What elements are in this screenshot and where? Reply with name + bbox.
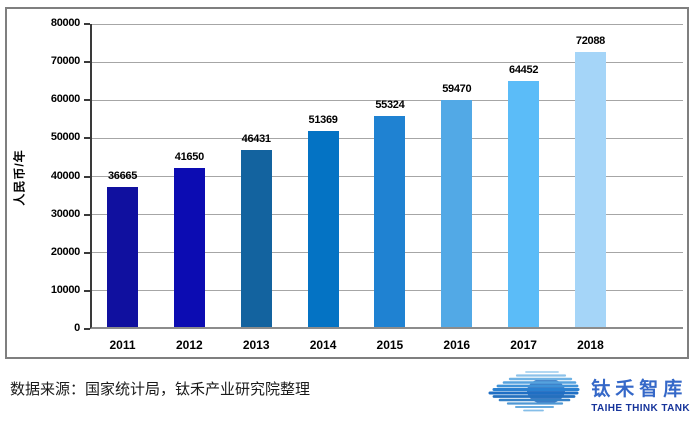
- y-tick-mark: [84, 289, 90, 292]
- bar-value-label-2015: 55324: [375, 99, 405, 112]
- y-tick-mark: [84, 23, 90, 25]
- taihe-logo: 钛禾智库 TAIHE THINK TANK: [486, 368, 690, 420]
- bar-value-label-2013: 46431: [241, 132, 271, 145]
- bar-value-label-2014: 51369: [308, 114, 338, 127]
- speed-lines-swoosh-icon: [488, 371, 580, 412]
- y-tick-mark: [84, 328, 90, 330]
- y-tick-label-80000: 80000: [50, 17, 80, 29]
- bar-2015: [374, 116, 406, 327]
- y-tick-label-10000: 10000: [50, 283, 80, 296]
- plot-area: 80000 70000 60000 50000 40000 30000 20000 10000…: [51, 17, 683, 352]
- gridline-60000: [92, 99, 683, 101]
- gridline-80000: [92, 23, 683, 25]
- bar-value-label-2017: 64452: [509, 64, 539, 77]
- y-tick-label-70000: 70000: [50, 55, 80, 68]
- y-tick-label-0: 0: [74, 322, 80, 334]
- y-tick-mark: [84, 137, 90, 140]
- y-tick-label-50000: 50000: [50, 131, 80, 144]
- x-tick-label-2018: 2018: [577, 338, 604, 352]
- y-tick-label-20000: 20000: [50, 245, 80, 258]
- logo-text: 钛禾智库 TAIHE THINK TANK: [591, 374, 690, 414]
- chart-frame: 人民币/年 80000 70000 60000 50000 40000 30000 2000…: [5, 7, 689, 359]
- bar-2014: [307, 131, 339, 327]
- bar-value-label-2016: 59470: [442, 83, 472, 96]
- y-tick-mark: [84, 175, 90, 178]
- x-tick-label-2015: 2015: [376, 338, 404, 352]
- x-tick-label-2011: 2011: [109, 338, 136, 352]
- y-tick-mark: [84, 251, 90, 254]
- y-tick-mark: [84, 61, 90, 64]
- gridline-70000: [92, 61, 683, 63]
- y-tick-label-60000: 60000: [50, 93, 80, 106]
- bar-value-label-2011: 36665: [107, 170, 138, 183]
- bar-2013: [240, 149, 272, 327]
- logo-en-text: TAIHE THINK TANK: [591, 403, 690, 414]
- y-tick-mark: [84, 213, 90, 216]
- y-tick-label-30000: 30000: [50, 207, 80, 220]
- bar-2011: [107, 187, 138, 327]
- y-axis-title: 人民币/年: [12, 149, 27, 206]
- logo-cn-text: 钛禾智库: [591, 379, 688, 400]
- source-note: 数据来源：国家统计局，钛禾产业研究院整理: [10, 381, 311, 398]
- x-tick-label-2014: 2014: [309, 338, 337, 352]
- bar-value-label-2012: 41650: [174, 151, 204, 164]
- bar-2016: [441, 100, 473, 327]
- x-tick-label-2017: 2017: [510, 338, 537, 352]
- bar-2017: [508, 81, 540, 327]
- bar-2018: [574, 52, 606, 327]
- x-tick-label-2016: 2016: [443, 338, 471, 352]
- y-tick-mark: [84, 99, 90, 102]
- bar-value-label-2018: 72088: [575, 35, 605, 48]
- x-tick-label-2012: 2012: [175, 338, 203, 352]
- x-tick-label-2013: 2013: [242, 338, 270, 352]
- bar-2012: [173, 168, 205, 327]
- y-tick-label-40000: 40000: [50, 169, 80, 182]
